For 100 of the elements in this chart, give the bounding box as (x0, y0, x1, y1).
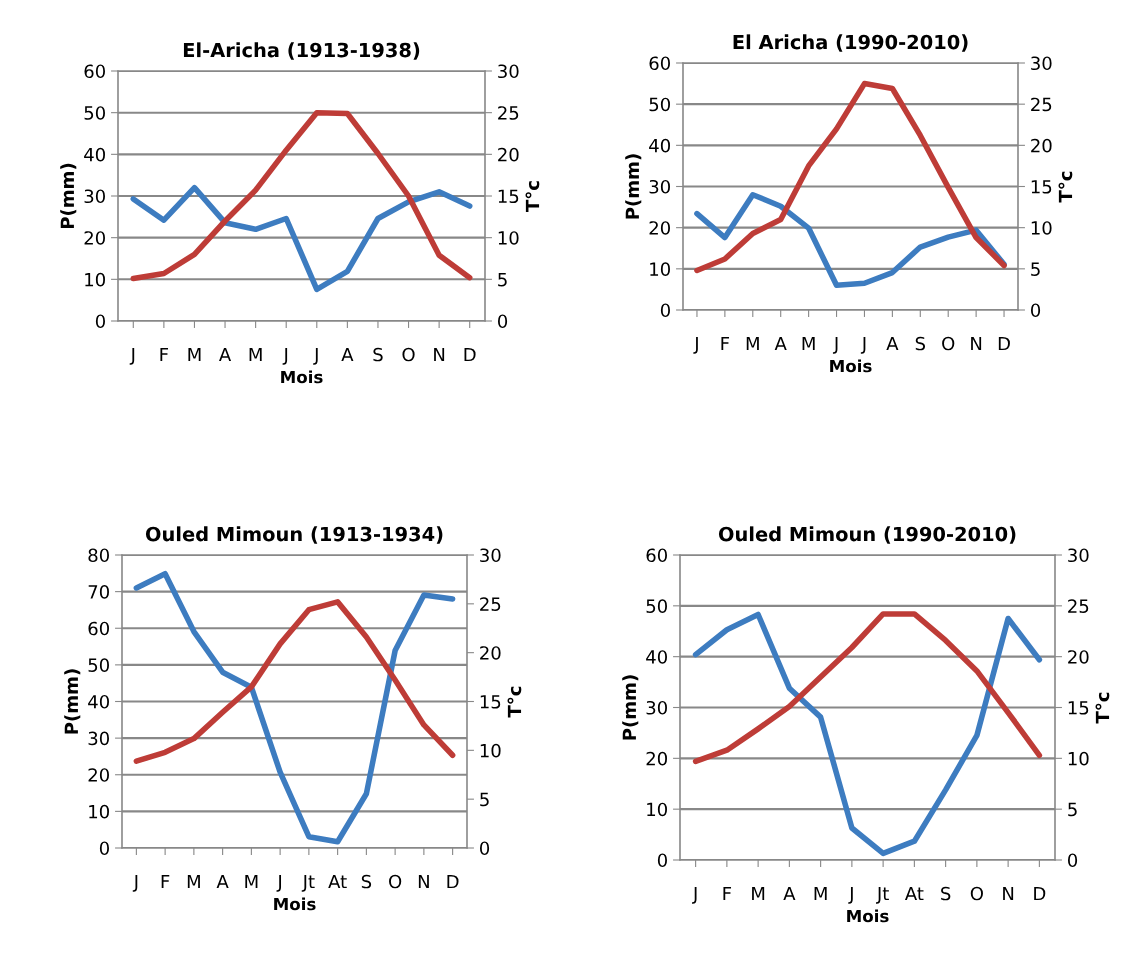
y-tick-label: 60 (649, 56, 670, 71)
x-tick-label: J (860, 336, 866, 354)
y2-tick-label: 20 (1068, 650, 1089, 664)
y-tick-label: 0 (657, 853, 667, 868)
x-tick-label: J (276, 874, 282, 892)
x-tick-label: D (464, 347, 476, 362)
x-tick-label: A (219, 347, 232, 362)
x-tick-label: A (783, 886, 796, 901)
x-axis-title: Mois (830, 359, 872, 373)
x-axis-title: Mois (847, 909, 889, 923)
x-tick-label: At (328, 874, 347, 889)
y-tick-label: 40 (646, 650, 667, 664)
y2-tick-label: 15 (480, 695, 501, 709)
x-tick-label: A (216, 874, 229, 889)
y-tick-label: 40 (84, 147, 105, 162)
y-tick-label: 10 (85, 272, 105, 287)
x-tick-label: F (721, 336, 730, 351)
y-tick-label: 30 (646, 700, 667, 715)
x-tick-label: M (752, 886, 765, 901)
x-tick-label: A (886, 336, 899, 351)
y2-tick-label: 20 (480, 646, 501, 660)
y-tick-label: 0 (95, 314, 105, 329)
x-axis-title: Mois (274, 897, 316, 911)
x-tick-label: J (132, 874, 138, 892)
y2-tick-label: 5 (1031, 262, 1040, 276)
x-tick-label: D (998, 336, 1010, 351)
x-tick-label: M (187, 874, 200, 889)
x-tick-label: J (848, 886, 853, 904)
x-tick-label: J (313, 347, 318, 365)
y2-tick-label: 20 (1031, 138, 1052, 153)
x-tick-label: M (814, 886, 827, 901)
x-tick-label: O (402, 347, 415, 362)
x-tick-label: M (188, 347, 201, 362)
x-tick-label: F (160, 347, 169, 362)
y-axis-title: P(mm) (64, 669, 81, 734)
x-tick-label: A (774, 336, 787, 351)
x-tick-label: S (915, 336, 926, 351)
y2-tick-label: 0 (480, 841, 490, 856)
x-tick-label: A (341, 347, 354, 362)
y2-tick-label: 5 (498, 273, 507, 287)
x-tick-label: M (245, 874, 258, 889)
y-axis-title: P(mm) (625, 154, 642, 219)
y-tick-label: 10 (650, 262, 670, 276)
x-tick-label: J (692, 886, 697, 904)
x-tick-label: S (361, 874, 372, 889)
y-axis-title: P(mm) (622, 675, 639, 740)
y2-axis-title: T°c (1095, 692, 1110, 724)
x-tick-label: O (942, 336, 955, 351)
x-tick-label: N (434, 347, 445, 362)
y-tick-label: 60 (88, 621, 109, 636)
x-tick-label: N (971, 336, 982, 351)
y2-tick-label: 30 (1068, 548, 1089, 563)
chart-title: Ouled Mimoun (1990-2010) (718, 526, 1016, 544)
y2-tick-label: 25 (1068, 599, 1089, 613)
chart-title: Ouled Mimoun (1913-1934) (145, 526, 443, 544)
y-tick-label: 50 (649, 97, 670, 112)
x-tick-label: J (129, 347, 135, 365)
x-tick-label: At (904, 886, 924, 901)
y2-tick-label: 0 (1031, 303, 1041, 318)
y-tick-label: 10 (647, 802, 667, 817)
y-tick-label: 0 (660, 303, 670, 318)
y-tick-label: 20 (84, 231, 105, 245)
y-tick-label: 50 (88, 658, 109, 672)
y-tick-label: 10 (89, 804, 109, 819)
x-tick-label: N (418, 874, 429, 889)
y-tick-label: 20 (646, 751, 667, 766)
y-tick-label: 50 (646, 599, 667, 613)
y-tick-label: 60 (646, 548, 667, 563)
x-tick-label: Jt (875, 886, 889, 904)
x-tick-label: F (723, 886, 732, 901)
y-tick-label: 0 (99, 841, 109, 856)
x-tick-label: J (282, 347, 288, 365)
x-tick-label: N (1003, 886, 1014, 901)
y2-axis-title: T°c (525, 181, 540, 212)
y2-tick-label: 15 (1068, 701, 1089, 715)
y-tick-label: 50 (84, 106, 105, 120)
x-tick-label: D (447, 874, 459, 889)
y2-tick-label: 15 (498, 189, 519, 204)
x-tick-label: D (1034, 886, 1046, 901)
x-tick-label: M (802, 336, 815, 351)
x-tick-label: S (373, 347, 383, 362)
y2-tick-label: 10 (480, 743, 501, 758)
y-tick-label: 40 (649, 138, 670, 153)
x-tick-label: M (249, 347, 262, 362)
y2-tick-label: 10 (498, 231, 519, 245)
y-tick-label: 30 (649, 179, 670, 194)
y2-tick-label: 5 (480, 792, 489, 807)
y2-axis-title: T°c (1058, 171, 1073, 203)
y2-tick-label: 0 (1068, 853, 1078, 868)
y2-tick-label: 10 (1068, 751, 1089, 766)
y-tick-label: 20 (649, 221, 670, 235)
chart-title: El Aricha (1990-2010) (733, 34, 968, 52)
y-tick-label: 60 (84, 64, 105, 79)
x-tick-label: M (746, 336, 759, 351)
x-tick-label: F (161, 874, 170, 889)
x-tick-label: S (941, 886, 951, 901)
y2-tick-label: 20 (498, 147, 519, 162)
x-tick-label: O (970, 886, 983, 901)
y2-axis-title: T°c (507, 686, 522, 718)
y-tick-label: 40 (88, 694, 109, 709)
